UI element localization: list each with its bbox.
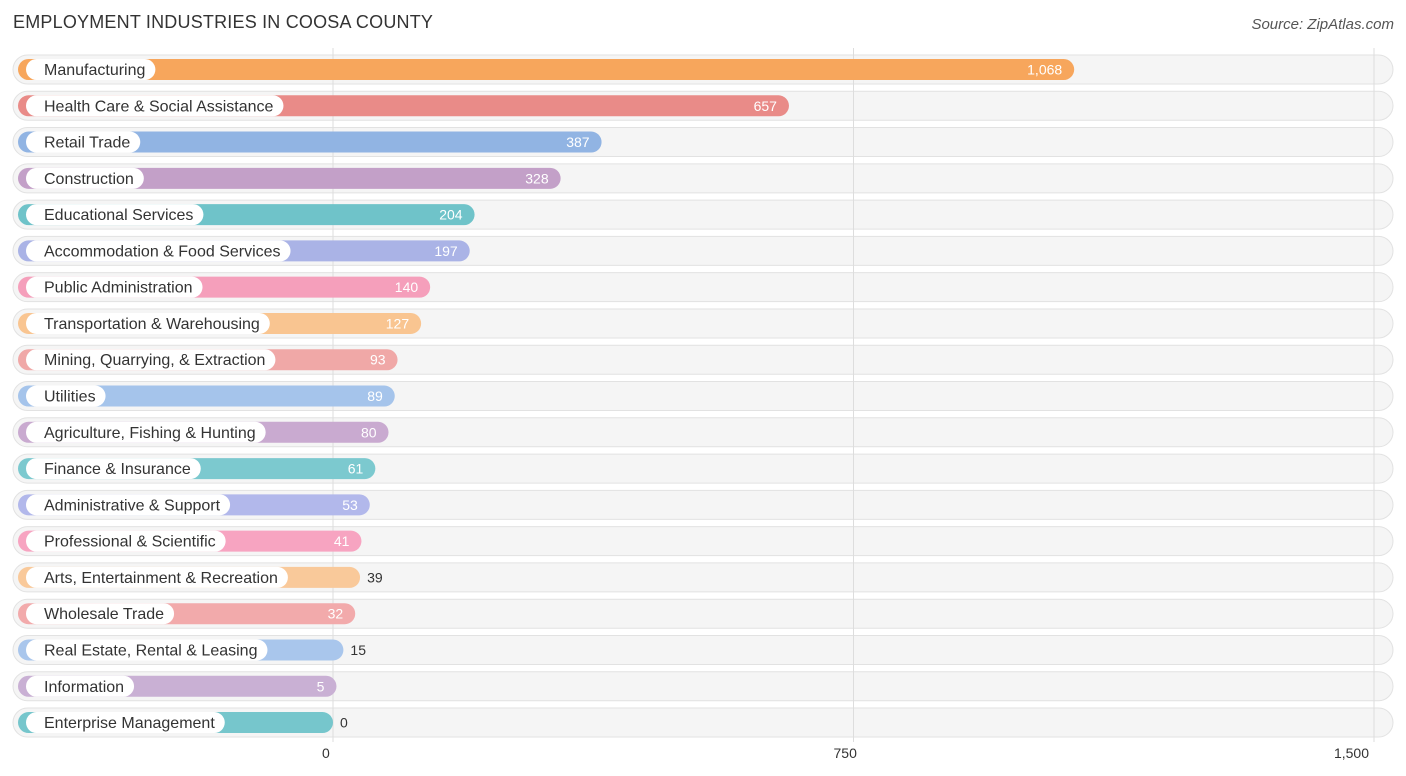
value-label: 61 — [348, 461, 364, 477]
x-axis-ticks: 0 750 1,500 — [322, 745, 1369, 761]
category-label-pill — [26, 639, 268, 661]
tick-label: 1,500 — [1334, 745, 1369, 761]
value-label: 41 — [334, 533, 350, 549]
category-label: Accommodation & Food Services — [44, 243, 281, 260]
category-label-pill — [26, 59, 156, 80]
value-label: 657 — [754, 98, 778, 114]
category-label-pill — [26, 566, 288, 588]
bar-row-background — [12, 671, 1394, 702]
value-label: 127 — [386, 315, 410, 331]
category-label: Utilities — [44, 389, 96, 406]
bar — [18, 59, 1075, 80]
bar — [18, 385, 395, 407]
category-label: Enterprise Management — [44, 715, 215, 732]
tick-label: 750 — [834, 745, 858, 761]
category-label-pill — [26, 458, 201, 480]
category-label-pill — [26, 603, 175, 625]
category-label-pill — [26, 421, 266, 443]
tick-label: 0 — [322, 745, 330, 761]
category-label-pill — [26, 167, 144, 189]
category-label-pill — [26, 276, 203, 298]
category-label-pill — [26, 95, 284, 117]
bar-row-background — [12, 562, 1394, 593]
value-label: 204 — [439, 207, 463, 223]
category-label-pill — [26, 204, 204, 226]
category-label: Wholesale Trade — [44, 606, 164, 623]
category-label: Arts, Entertainment & Recreation — [44, 570, 278, 587]
category-label-pill — [26, 675, 135, 697]
value-label: 39 — [367, 569, 383, 585]
bar-row-background — [12, 634, 1394, 665]
category-label: Public Administration — [44, 280, 193, 297]
category-label: Transportation & Warehousing — [44, 316, 260, 333]
source-note: Source: ZipAtlas.com — [1251, 16, 1394, 33]
bars: Manufacturing 1,068 Health Care & Social A… — [18, 59, 1075, 734]
value-label: 5 — [317, 678, 325, 694]
category-label-pill — [26, 530, 226, 552]
value-label: 140 — [395, 279, 419, 295]
category-label-pill — [26, 312, 270, 334]
category-label-pill — [26, 131, 141, 153]
value-label: 15 — [350, 642, 366, 658]
category-label: Finance & Insurance — [44, 461, 191, 478]
category-label-pill — [26, 349, 276, 371]
value-label: 1,068 — [1027, 62, 1062, 78]
category-label: Educational Services — [44, 207, 193, 224]
bar-row-background — [12, 707, 1394, 738]
value-label: 387 — [566, 134, 590, 150]
category-label: Health Care & Social Assistance — [44, 98, 274, 115]
category-label: Information — [44, 679, 124, 696]
category-label: Mining, Quarrying, & Extraction — [44, 352, 265, 369]
bar-row-background — [12, 598, 1394, 629]
category-label: Professional & Scientific — [44, 534, 216, 551]
bar — [18, 167, 561, 189]
category-label-pill — [26, 385, 106, 407]
value-label: 89 — [367, 388, 383, 404]
value-label: 80 — [361, 424, 377, 440]
value-label: 328 — [525, 170, 549, 186]
category-label: Retail Trade — [44, 135, 130, 152]
value-label: 197 — [434, 243, 458, 259]
category-label-pill — [26, 494, 231, 516]
category-label: Agriculture, Fishing & Hunting — [44, 425, 256, 442]
category-label-pill — [26, 712, 225, 734]
category-label: Real Estate, Rental & Leasing — [44, 642, 257, 659]
category-label: Construction — [44, 171, 134, 188]
value-label: 32 — [328, 606, 344, 622]
value-label: 53 — [342, 497, 358, 513]
chart-title: EMPLOYMENT INDUSTRIES IN COOSA COUNTY — [13, 12, 434, 32]
value-label: 93 — [370, 352, 386, 368]
category-label-pill — [26, 240, 291, 262]
bar — [18, 131, 602, 153]
value-label: 0 — [340, 715, 348, 731]
category-label: Administrative & Support — [44, 497, 221, 514]
category-label: Manufacturing — [44, 62, 145, 79]
